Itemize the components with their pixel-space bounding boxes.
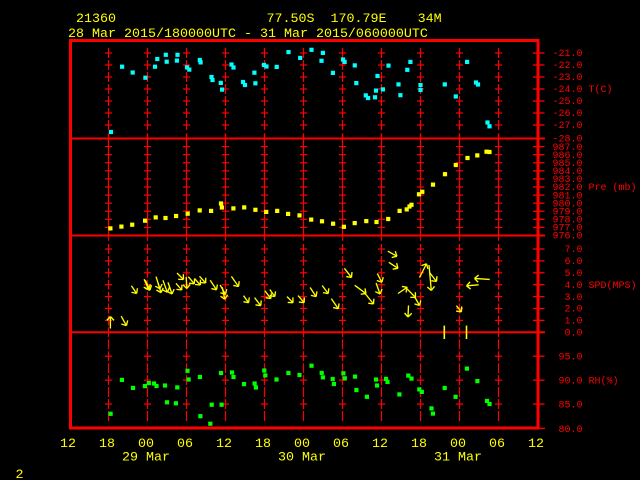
svg-text:29 Mar: 29 Mar — [122, 450, 170, 465]
svg-text:-25.0: -25.0 — [552, 97, 582, 108]
svg-text:4.0: 4.0 — [564, 281, 582, 292]
svg-text:Pre (mb): Pre (mb) — [589, 182, 637, 194]
svg-text:12: 12 — [216, 437, 232, 452]
svg-text:983.0: 983.0 — [552, 175, 582, 186]
svg-text:981.0: 981.0 — [552, 191, 582, 202]
svg-text:85.0: 85.0 — [558, 400, 582, 411]
svg-text:SPD(MPS): SPD(MPS) — [589, 280, 637, 292]
svg-text:-24.0: -24.0 — [552, 85, 582, 96]
svg-text:977.0: 977.0 — [552, 224, 582, 235]
svg-text:986.0: 986.0 — [552, 151, 582, 162]
svg-text:90.0: 90.0 — [558, 376, 582, 387]
svg-text:00: 00 — [294, 437, 310, 452]
svg-text:2.0: 2.0 — [564, 305, 582, 316]
svg-text:978.0: 978.0 — [552, 216, 582, 227]
svg-text:00: 00 — [450, 437, 466, 452]
svg-text:979.0: 979.0 — [552, 207, 582, 218]
svg-text:987.0: 987.0 — [552, 143, 582, 154]
svg-text:12: 12 — [372, 437, 388, 452]
svg-text:984.0: 984.0 — [552, 167, 582, 178]
svg-text:-28.0: -28.0 — [552, 135, 582, 146]
svg-text:RH(%): RH(%) — [589, 375, 619, 387]
svg-text:28 Mar 2015/180000UTC - 31 Mar: 28 Mar 2015/180000UTC - 31 Mar 2015/0600… — [68, 27, 428, 42]
svg-text:976.0: 976.0 — [552, 232, 582, 243]
svg-text:-23.0: -23.0 — [552, 73, 582, 84]
svg-text:06: 06 — [333, 437, 349, 452]
svg-text:77.50S: 77.50S — [267, 12, 315, 27]
svg-text:30 Mar: 30 Mar — [278, 450, 326, 465]
svg-text:06: 06 — [177, 437, 193, 452]
svg-text:34M: 34M — [418, 12, 442, 27]
svg-text:18: 18 — [411, 437, 427, 452]
svg-text:-26.0: -26.0 — [552, 109, 582, 120]
svg-text:1.0: 1.0 — [564, 317, 582, 328]
svg-text:6.0: 6.0 — [564, 257, 582, 268]
svg-text:985.0: 985.0 — [552, 159, 582, 170]
svg-text:-27.0: -27.0 — [552, 121, 582, 132]
svg-text:18: 18 — [255, 437, 271, 452]
svg-text:T(C): T(C) — [589, 84, 613, 96]
svg-text:95.0: 95.0 — [558, 352, 582, 363]
svg-text:2: 2 — [16, 468, 24, 480]
svg-text:3.0: 3.0 — [564, 293, 582, 304]
svg-text:21360: 21360 — [76, 12, 116, 27]
svg-text:170.79E: 170.79E — [331, 12, 387, 27]
svg-text:18: 18 — [99, 437, 115, 452]
svg-text:31 Mar: 31 Mar — [434, 450, 482, 465]
svg-text:-21.0: -21.0 — [552, 49, 582, 60]
svg-text:12: 12 — [528, 437, 544, 452]
svg-text:06: 06 — [489, 437, 505, 452]
svg-text:80.0: 80.0 — [558, 425, 582, 436]
svg-text:980.0: 980.0 — [552, 199, 582, 210]
svg-text:00: 00 — [138, 437, 154, 452]
svg-text:7.0: 7.0 — [564, 245, 582, 256]
svg-text:0.0: 0.0 — [564, 329, 582, 340]
svg-text:12: 12 — [60, 437, 76, 452]
svg-text:982.0: 982.0 — [552, 183, 582, 194]
svg-text:5.0: 5.0 — [564, 269, 582, 280]
svg-text:-22.0: -22.0 — [552, 61, 582, 72]
